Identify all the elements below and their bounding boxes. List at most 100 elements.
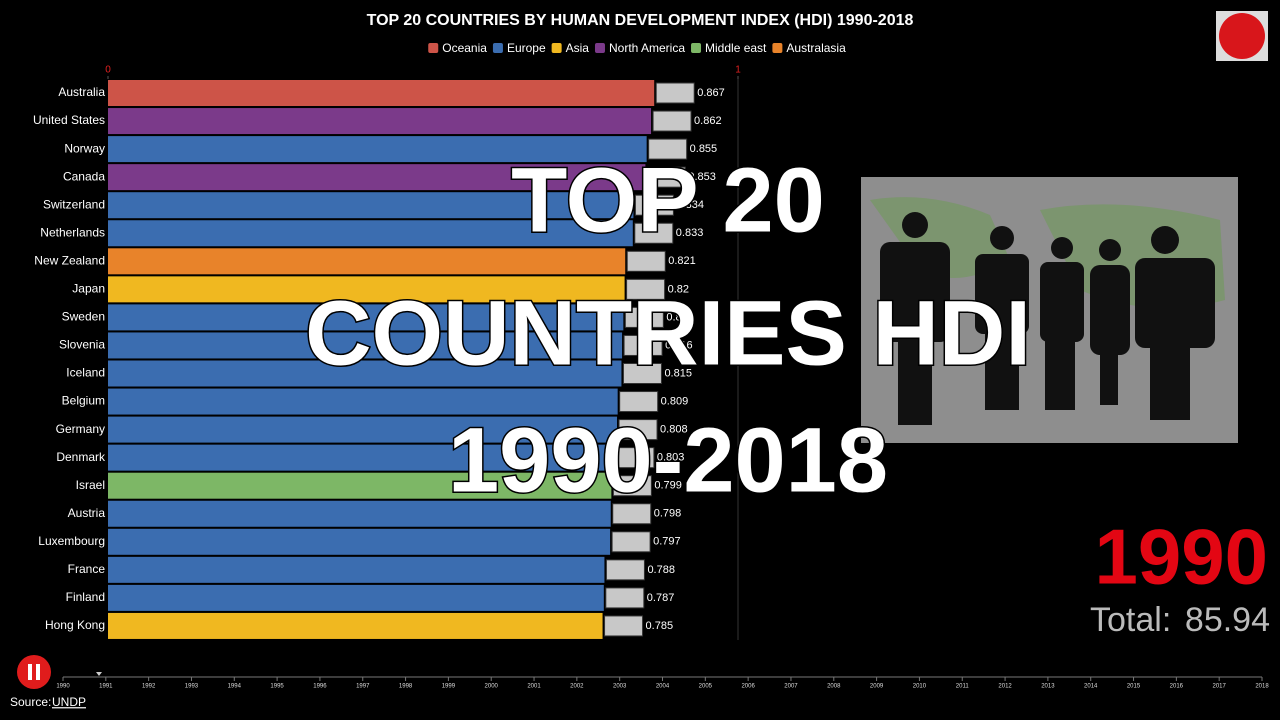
timeline-label[interactable]: 2014	[1084, 684, 1098, 690]
timeline-label[interactable]: 2009	[870, 684, 884, 690]
flag	[612, 503, 652, 525]
source[interactable]: UNDP	[52, 695, 86, 709]
x-tick-label: 0	[105, 65, 111, 76]
value-label: 0.853	[688, 171, 716, 183]
overlay-text: COUNTRIES HDI	[305, 282, 1031, 384]
flag	[605, 559, 645, 581]
flag	[623, 334, 663, 356]
legend-item[interactable]: Oceania	[428, 41, 487, 55]
y-tick-label: Netherlands	[40, 225, 105, 239]
flag	[648, 138, 688, 160]
bar	[108, 612, 603, 639]
timeline-label[interactable]: 2011	[956, 684, 970, 690]
y-tick-label: Japan	[72, 282, 105, 296]
total-value: 85.94	[1185, 601, 1270, 639]
legend-swatch	[551, 43, 562, 53]
bar	[108, 304, 624, 331]
bar	[108, 248, 626, 275]
legend-swatch	[594, 43, 605, 53]
y-tick-label: Finland	[66, 590, 105, 604]
timeline-label[interactable]: 2017	[1212, 684, 1226, 690]
value-label: 0.798	[654, 508, 682, 520]
timeline-label[interactable]: 2003	[613, 684, 627, 690]
timeline-label[interactable]: 2010	[913, 684, 927, 690]
timeline-label[interactable]: 2016	[1170, 684, 1184, 690]
legend-item[interactable]: Middle east	[691, 41, 767, 55]
logo	[1216, 11, 1268, 61]
timeline: 1990 1991 1992 1993 1994 1995 1996 1997 1998 1999…	[56, 677, 1269, 690]
timeline-label[interactable]: 1995	[270, 684, 284, 690]
timeline-label[interactable]: 2002	[570, 684, 584, 690]
value-label: 0.855	[690, 143, 718, 155]
value-label: 0.821	[668, 255, 696, 267]
timeline-label[interactable]: 1999	[442, 684, 456, 690]
legend-swatch	[772, 43, 783, 53]
timeline-label[interactable]: 2012	[998, 684, 1012, 690]
picture	[861, 177, 1238, 443]
value-label: 0.788	[647, 564, 675, 576]
timeline-label[interactable]: 2000	[485, 684, 499, 690]
flag	[634, 194, 674, 216]
value-label: 0.787	[647, 592, 675, 604]
flag	[615, 447, 655, 469]
y-tick-label: Denmark	[56, 450, 106, 464]
timeline-label[interactable]: 1997	[356, 684, 370, 690]
timeline-label[interactable]: 1992	[142, 684, 156, 690]
timeline-label[interactable]: 2007	[784, 684, 798, 690]
y-tick-label: New Zealand	[34, 253, 105, 267]
flag	[622, 363, 662, 384]
timeline-label[interactable]: 1991	[99, 684, 113, 690]
timeline-label[interactable]: 2018	[1255, 684, 1269, 690]
legend: Oceania Europe Asia North America Middle eas…	[428, 41, 846, 55]
bar	[108, 220, 633, 247]
bar	[108, 80, 655, 106]
timeline-label[interactable]: 2005	[699, 684, 713, 690]
bar	[108, 556, 605, 583]
value-label: 0.867	[697, 87, 725, 99]
value-label: 0.797	[653, 536, 681, 548]
legend-label: Europe	[507, 41, 546, 55]
y-tick-label: Austria	[68, 506, 106, 520]
legend-swatch	[691, 43, 702, 53]
legend-label: Oceania	[442, 41, 487, 55]
timeline-label[interactable]: 2004	[656, 684, 670, 690]
legend-label: North America	[609, 41, 685, 55]
y-tick-label: Hong Kong	[45, 618, 105, 632]
flag	[646, 166, 686, 188]
flag	[626, 278, 666, 300]
timeline-label[interactable]: 1998	[399, 684, 413, 690]
total-label: Total:	[1090, 601, 1171, 639]
legend-item[interactable]: North America	[594, 41, 685, 55]
timeline-label[interactable]: 1994	[228, 684, 242, 690]
timeline-label[interactable]: 2001	[527, 684, 541, 690]
bar	[108, 136, 647, 163]
flag	[619, 391, 659, 413]
pause-circle[interactable]	[17, 655, 51, 689]
value-label: 0.808	[660, 424, 688, 436]
y-tick-label: Israel	[76, 478, 105, 492]
timeline-label[interactable]: 1993	[185, 684, 199, 690]
timeline-label[interactable]: 2013	[1041, 684, 1055, 690]
timeline-label[interactable]: 1990	[56, 684, 70, 690]
pause-button[interactable]	[17, 655, 51, 689]
pause-bar	[28, 664, 32, 680]
legend-item[interactable]: Asia	[551, 41, 590, 55]
legend-item[interactable]: Australasia	[772, 41, 846, 55]
value-label: 0.816	[665, 339, 693, 351]
chart-title: TOP 20 COUNTRIES BY HUMAN DEVELOPMENT IN…	[367, 12, 914, 29]
bars: 0 1 Australia United States Norway Canada Swit…	[33, 65, 741, 639]
bar	[108, 416, 618, 443]
legend-label: Australasia	[786, 41, 846, 55]
flag	[618, 419, 658, 441]
timeline-label[interactable]: 2015	[1127, 684, 1141, 690]
timeline-label[interactable]: 1996	[313, 684, 327, 690]
bar	[108, 332, 623, 359]
bar	[108, 192, 634, 219]
flag	[605, 587, 645, 609]
timeline-label[interactable]: 2006	[741, 684, 755, 690]
bar	[108, 444, 614, 471]
timeline-label[interactable]: 2008	[827, 684, 841, 690]
y-tick-label: Luxembourg	[38, 534, 105, 548]
legend-item[interactable]: Europe	[492, 41, 546, 55]
pause-bar	[36, 664, 40, 680]
